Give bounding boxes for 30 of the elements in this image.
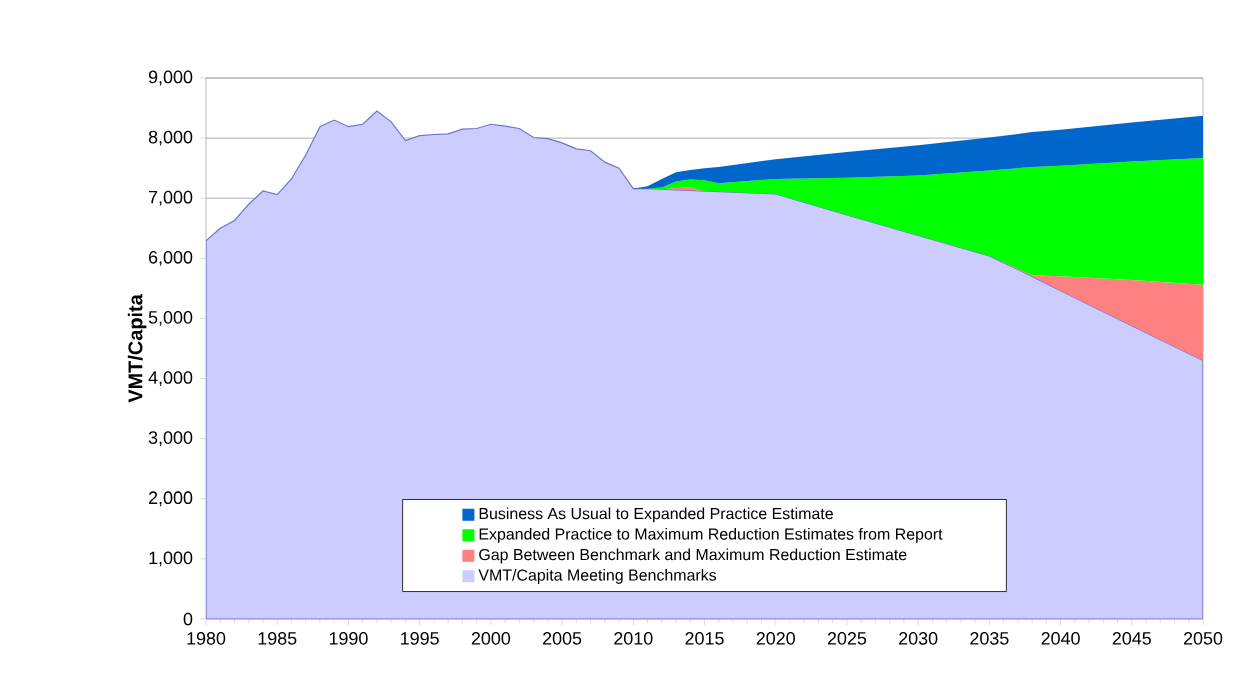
y-tick-label: 7,000 bbox=[148, 190, 193, 206]
legend-label: Gap Between Benchmark and Maximum Reduction Estimate bbox=[479, 548, 907, 564]
y-tick-label: 1,000 bbox=[149, 551, 193, 567]
y-tick-label: 6,000 bbox=[148, 250, 193, 266]
y-tick-label: 8,000 bbox=[148, 130, 193, 146]
x-tick-label: 1980 bbox=[187, 632, 226, 645]
x-tick-label: 2015 bbox=[685, 632, 724, 645]
legend-label: Business As Usual to Expanded Practice Estimate bbox=[479, 507, 833, 523]
y-tick-label: 2,000 bbox=[148, 491, 193, 507]
y-tick-label: 9,000 bbox=[148, 70, 193, 86]
x-tick-label: 2035 bbox=[970, 632, 1009, 645]
y-tick-label: 4,000 bbox=[148, 371, 193, 386]
x-tick-label: 2000 bbox=[471, 632, 511, 645]
x-tick-label: 2040 bbox=[1041, 632, 1080, 645]
y-tick-label: 0 bbox=[183, 612, 193, 626]
x-tick-label: 1995 bbox=[401, 632, 439, 645]
y-axis-title: VMT/Capita bbox=[127, 294, 147, 403]
x-tick-label: 2050 bbox=[1183, 632, 1223, 645]
y-tick-label: 5,000 bbox=[148, 311, 193, 326]
y-tick-label: 3,000 bbox=[148, 431, 193, 447]
x-tick-label: 2030 bbox=[899, 632, 938, 645]
legend-label: Expanded Practice to Maximum Reduction Estimates from Report bbox=[479, 527, 943, 543]
x-tick-label: 1990 bbox=[329, 632, 368, 645]
x-tick-label: 2025 bbox=[827, 632, 867, 645]
series-label: VMT/Capita Meeting Benchmarks bbox=[478, 569, 717, 584]
x-tick-label: 2005 bbox=[543, 632, 582, 645]
x-tick-label: 1985 bbox=[258, 632, 297, 645]
x-tick-label: 2020 bbox=[756, 632, 795, 645]
x-tick-label: 2010 bbox=[614, 632, 653, 645]
x-tick-label: 2045 bbox=[1112, 632, 1151, 645]
